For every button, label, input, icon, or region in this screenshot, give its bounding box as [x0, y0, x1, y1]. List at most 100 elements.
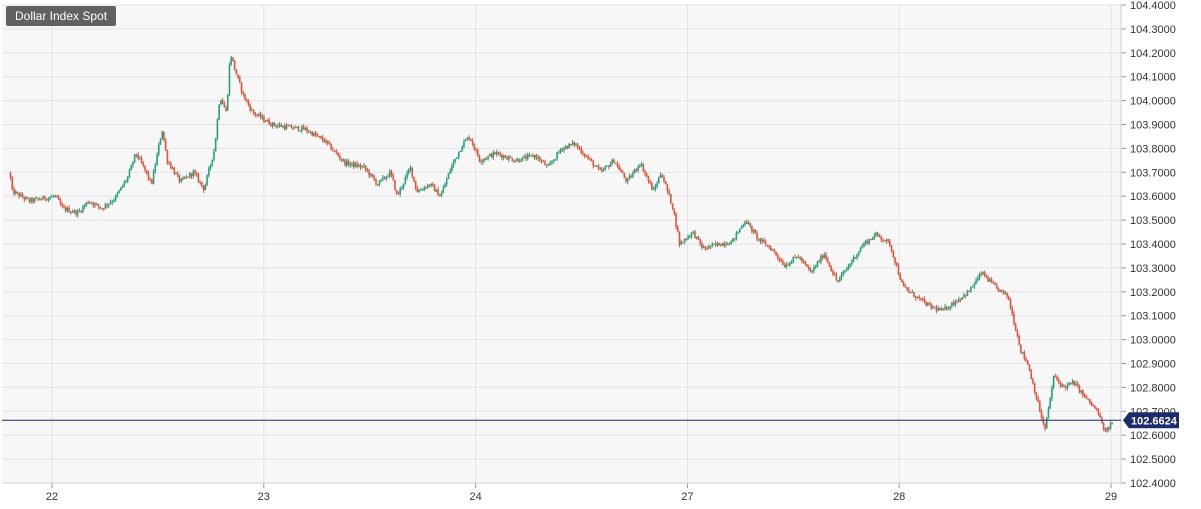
candle — [939, 307, 941, 311]
candle — [159, 138, 162, 145]
candle — [185, 174, 188, 179]
candle — [626, 177, 629, 185]
candle — [135, 153, 138, 158]
candle — [607, 165, 610, 170]
candle — [480, 159, 483, 165]
candle — [14, 189, 17, 195]
candle — [68, 205, 70, 213]
candle — [207, 166, 210, 178]
candle — [335, 149, 338, 155]
candle — [664, 180, 667, 185]
candle — [928, 301, 931, 306]
candle — [1102, 422, 1105, 431]
candle — [102, 208, 105, 211]
candle — [52, 195, 55, 198]
candle — [1025, 356, 1027, 363]
candle — [1083, 392, 1086, 398]
x-tick-label: 22 — [46, 491, 58, 503]
candle — [547, 163, 550, 166]
candle — [57, 194, 60, 201]
candle — [1051, 384, 1053, 402]
candle — [885, 238, 888, 244]
candle — [1061, 383, 1064, 388]
candle — [173, 166, 176, 176]
candle — [199, 180, 201, 185]
candle — [447, 173, 450, 180]
candle — [76, 209, 79, 218]
candle — [544, 159, 546, 166]
candle — [837, 280, 839, 284]
candle — [668, 188, 670, 196]
candle — [26, 196, 29, 200]
candle — [452, 159, 455, 168]
candle — [470, 138, 472, 141]
last-price-badge: 102.6624 — [1123, 412, 1179, 429]
candle — [801, 256, 803, 264]
candle — [147, 170, 150, 181]
candle — [371, 173, 374, 178]
candle — [597, 163, 600, 171]
candle — [1097, 408, 1100, 416]
candle — [435, 189, 438, 193]
candle — [942, 308, 945, 312]
candle — [809, 267, 812, 273]
candle — [1020, 344, 1022, 354]
candle — [314, 130, 317, 138]
candle — [839, 276, 841, 283]
candle — [466, 137, 469, 141]
candle — [611, 158, 614, 166]
candle — [895, 261, 898, 267]
candle — [1033, 382, 1036, 395]
candle — [773, 248, 776, 254]
candle — [133, 154, 136, 164]
candle — [214, 138, 217, 152]
candle — [140, 155, 143, 164]
candle — [378, 180, 381, 187]
candle — [530, 154, 533, 157]
candle — [237, 74, 239, 80]
candle — [87, 200, 89, 205]
candle — [432, 182, 434, 188]
candle — [766, 244, 769, 247]
candle — [737, 231, 739, 235]
candle — [716, 241, 719, 247]
candle — [606, 165, 608, 167]
candle — [301, 124, 303, 134]
candle — [999, 289, 1001, 293]
candle — [640, 161, 643, 168]
candle — [1071, 378, 1074, 385]
candle — [754, 228, 757, 234]
candle — [163, 131, 165, 142]
candle — [978, 272, 981, 281]
candle — [23, 196, 26, 202]
candle — [794, 254, 796, 259]
candle — [394, 179, 396, 191]
candle — [594, 165, 596, 167]
y-tick-label: 104.1000 — [1130, 72, 1176, 84]
candle — [113, 198, 115, 203]
candle — [582, 150, 584, 156]
candle — [578, 146, 581, 150]
candle — [739, 228, 741, 233]
candle — [871, 236, 874, 240]
candle — [414, 180, 417, 191]
candle — [1078, 384, 1081, 394]
candle — [759, 237, 762, 245]
candle — [1004, 290, 1007, 295]
candle — [833, 271, 836, 276]
candle — [576, 142, 579, 150]
candle — [407, 168, 410, 176]
candle — [404, 175, 407, 185]
candle — [385, 175, 388, 181]
candle — [897, 262, 900, 276]
candle — [856, 253, 858, 261]
candle — [366, 167, 369, 173]
candle — [464, 138, 467, 142]
candle — [642, 163, 645, 173]
candle — [1109, 421, 1112, 430]
candle — [383, 176, 386, 180]
candle — [990, 277, 993, 284]
candle — [189, 171, 191, 179]
candle — [718, 242, 720, 246]
